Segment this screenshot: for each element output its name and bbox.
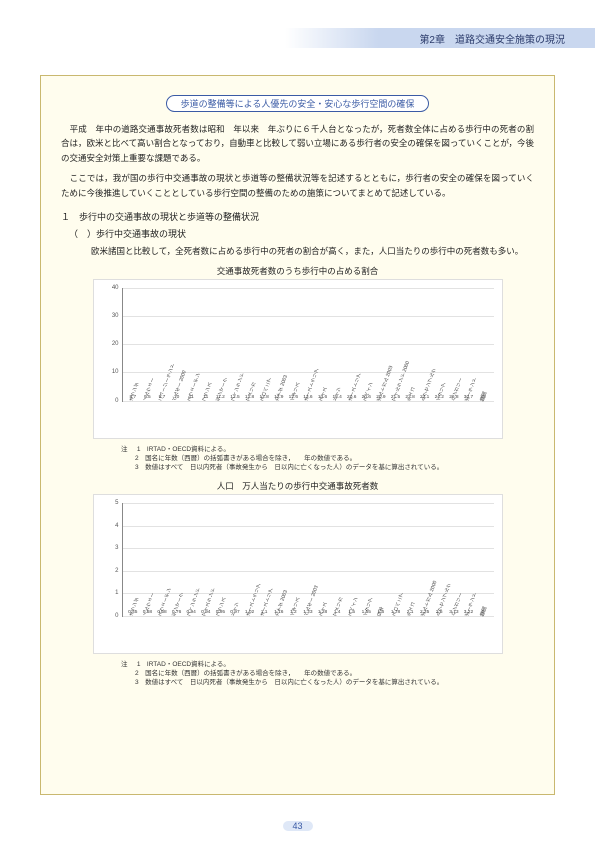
topic-title: 歩道の整備等による人優先の安全・安心な歩行空間の確保 <box>166 95 430 112</box>
chart2-xlabels: オランダノルウェースウェーデンデンマークフィンランドアイスランドフランスドイツオ… <box>126 619 490 653</box>
note-2-2: 2 国名に年数（西暦）の括弧書きがある場合を除き， 年の数値である。 <box>135 670 356 677</box>
section-body: 欧米諸国と比較して，全死者数に占める歩行中の死者の割合が高く，また，人口当たりの… <box>91 244 534 258</box>
paragraph-1: 平成 年中の道路交通事故死者数は昭和 年以来 年ぶりに６千人台となったが，死者数… <box>61 122 534 165</box>
note-1-1: 1 IRTAD・OECD資料による。 <box>137 446 230 453</box>
paragraph-2: ここでは，我が国の歩行中交通事故の現状と歩道等の整備状況等を記述するとともに，歩… <box>61 171 534 200</box>
notes-label-1: 注 <box>121 445 135 454</box>
page-number-value: 43 <box>282 821 312 831</box>
chart1-notes: 注 1 IRTAD・OECD資料による。 2 国名に年数（西暦）の括弧書きがある… <box>121 445 534 472</box>
chart1: 0102030408.79.59.710111111.212.512.812.8… <box>93 279 503 439</box>
content-panel: 歩道の整備等による人優先の安全・安心な歩行空間の確保 平成 年中の道路交通事故死… <box>40 75 555 795</box>
chart1-xlabels: オランダノルウェーニュージーランドベルギー 2000スウェーデンフランスデンマー… <box>126 404 490 438</box>
notes-label-2: 注 <box>121 660 135 669</box>
note-1-3: 3 数値はすべて 日以内死者（事故発生から 日以内に亡くなった人）のデータを基に… <box>135 464 443 471</box>
chapter-title: 第2章 道路交通安全施策の現況 <box>419 31 565 46</box>
topic-wrap: 歩道の整備等による人優先の安全・安心な歩行空間の確保 <box>61 94 534 122</box>
section-heading: １ 歩行中の交通事故の現状と歩道等の整備状況 <box>61 210 534 223</box>
chart2: 0123450.450.680.680.760.940.940.950.971.… <box>93 494 503 654</box>
chart2-title: 人口 万人当たりの歩行中交通事故死者数 <box>61 480 534 492</box>
chapter-header: 第2章 道路交通安全施策の現況 <box>285 28 595 48</box>
chart1-title: 交通事故死者数のうち歩行中の占める割合 <box>61 265 534 277</box>
note-2-1: 1 IRTAD・OECD資料による。 <box>137 661 230 668</box>
chart2-notes: 注 1 IRTAD・OECD資料による。 2 国名に年数（西暦）の括弧書きがある… <box>121 660 534 687</box>
subsection-heading: （ ）歩行中交通事故の現状 <box>69 227 534 240</box>
note-2-3: 3 数値はすべて 日以内死者（事故発生から 日以内に亡くなった人）のデータを基に… <box>135 679 443 686</box>
page-number: 43 <box>282 821 312 831</box>
note-1-2: 2 国名に年数（西暦）の括弧書きがある場合を除き， 年の数値である。 <box>135 455 356 462</box>
